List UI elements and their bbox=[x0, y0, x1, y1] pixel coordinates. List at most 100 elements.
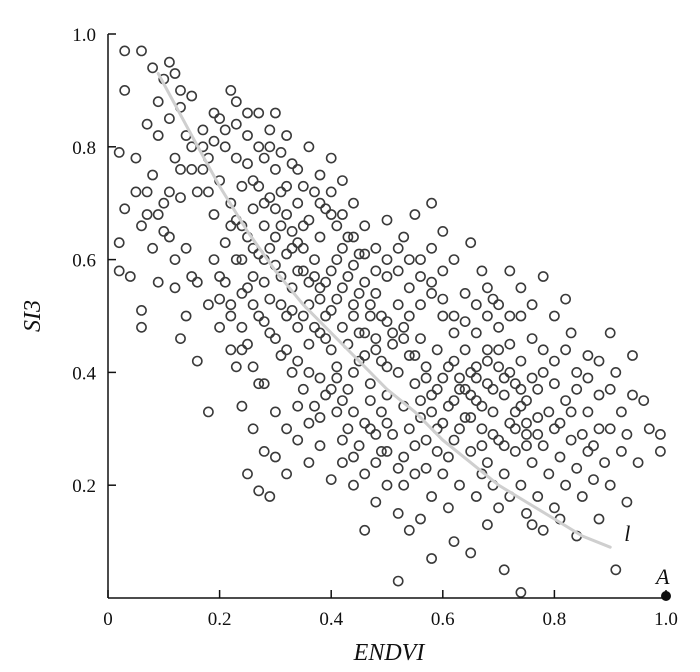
data-point bbox=[532, 428, 544, 440]
data-point bbox=[420, 462, 432, 474]
data-point bbox=[454, 383, 465, 395]
data-point bbox=[292, 434, 304, 446]
data-point bbox=[331, 254, 343, 265]
data-point bbox=[431, 344, 443, 356]
data-point bbox=[560, 293, 571, 305]
data-point bbox=[253, 180, 265, 192]
data-point bbox=[230, 254, 242, 265]
data-point bbox=[175, 163, 186, 175]
data-point bbox=[521, 428, 532, 440]
data-point bbox=[426, 287, 437, 299]
annotation-point-a-label: A bbox=[654, 564, 670, 589]
data-point bbox=[398, 321, 410, 333]
data-point bbox=[560, 344, 571, 356]
data-point bbox=[281, 468, 292, 480]
data-point bbox=[549, 310, 560, 322]
data-point bbox=[214, 321, 225, 333]
data-point bbox=[264, 141, 276, 153]
data-point bbox=[487, 406, 499, 418]
data-point bbox=[359, 276, 371, 288]
data-point bbox=[554, 451, 566, 463]
y-tick-label: 1.0 bbox=[72, 25, 96, 46]
data-point bbox=[415, 513, 426, 525]
data-point bbox=[359, 350, 371, 361]
data-point bbox=[202, 299, 214, 311]
data-point bbox=[398, 231, 410, 243]
data-point bbox=[481, 344, 493, 356]
data-point bbox=[292, 197, 304, 209]
data-point bbox=[375, 310, 387, 322]
data-point bbox=[409, 378, 421, 390]
data-point bbox=[621, 496, 633, 508]
data-point bbox=[286, 242, 298, 254]
data-point bbox=[258, 197, 270, 209]
data-point bbox=[225, 344, 237, 356]
data-point bbox=[286, 158, 298, 170]
data-point bbox=[576, 428, 588, 440]
data-point bbox=[180, 310, 192, 322]
data-point bbox=[493, 502, 504, 514]
data-point bbox=[136, 220, 147, 232]
data-point bbox=[158, 225, 170, 237]
data-point bbox=[264, 124, 276, 136]
data-point bbox=[253, 378, 265, 390]
data-point bbox=[459, 344, 471, 356]
data-point bbox=[498, 564, 510, 576]
data-point bbox=[348, 231, 359, 243]
data-point bbox=[476, 265, 488, 277]
y-ticks: 0.2 0.4 0.6 0.8 1.0 bbox=[72, 25, 116, 497]
data-point bbox=[655, 428, 666, 440]
data-point bbox=[459, 412, 471, 423]
data-point bbox=[225, 197, 237, 209]
data-point bbox=[448, 254, 460, 265]
data-point bbox=[303, 417, 315, 429]
data-point bbox=[375, 406, 387, 418]
data-point bbox=[336, 434, 348, 446]
data-point bbox=[242, 130, 253, 141]
data-point bbox=[336, 242, 348, 254]
data-point bbox=[526, 372, 538, 384]
data-point bbox=[515, 355, 527, 367]
data-point bbox=[269, 163, 281, 175]
data-point bbox=[236, 254, 248, 265]
data-point bbox=[242, 158, 253, 170]
data-point bbox=[297, 180, 309, 192]
data-point bbox=[275, 146, 287, 158]
data-point bbox=[481, 355, 493, 367]
data-point bbox=[275, 220, 287, 232]
data-point bbox=[375, 445, 387, 457]
data-point bbox=[336, 321, 348, 333]
data-point bbox=[320, 203, 331, 215]
y-tick-label: 0.4 bbox=[72, 363, 96, 384]
data-point bbox=[576, 491, 588, 502]
data-point bbox=[571, 462, 583, 474]
data-point bbox=[481, 378, 493, 390]
data-point bbox=[269, 107, 281, 119]
data-point bbox=[130, 152, 142, 164]
data-point bbox=[509, 445, 521, 457]
data-point bbox=[370, 242, 382, 254]
data-point bbox=[264, 293, 276, 305]
data-point bbox=[549, 423, 560, 435]
data-point bbox=[242, 107, 253, 119]
data-point bbox=[543, 468, 555, 480]
y-tick-label: 0.2 bbox=[72, 476, 96, 497]
trend-line-label: l bbox=[624, 521, 630, 546]
data-point bbox=[593, 389, 605, 401]
data-point bbox=[281, 130, 292, 141]
data-point bbox=[269, 231, 281, 243]
data-point bbox=[219, 141, 231, 153]
data-point bbox=[375, 355, 387, 367]
data-point bbox=[392, 265, 404, 277]
data-point bbox=[303, 366, 315, 378]
data-point bbox=[481, 519, 493, 531]
data-point bbox=[470, 372, 482, 384]
data-point bbox=[186, 90, 198, 102]
data-point bbox=[141, 186, 153, 198]
data-point bbox=[381, 254, 393, 265]
data-point bbox=[214, 293, 225, 305]
data-point bbox=[454, 372, 465, 384]
data-point bbox=[130, 186, 142, 198]
data-point bbox=[359, 417, 371, 429]
data-point bbox=[392, 299, 404, 311]
